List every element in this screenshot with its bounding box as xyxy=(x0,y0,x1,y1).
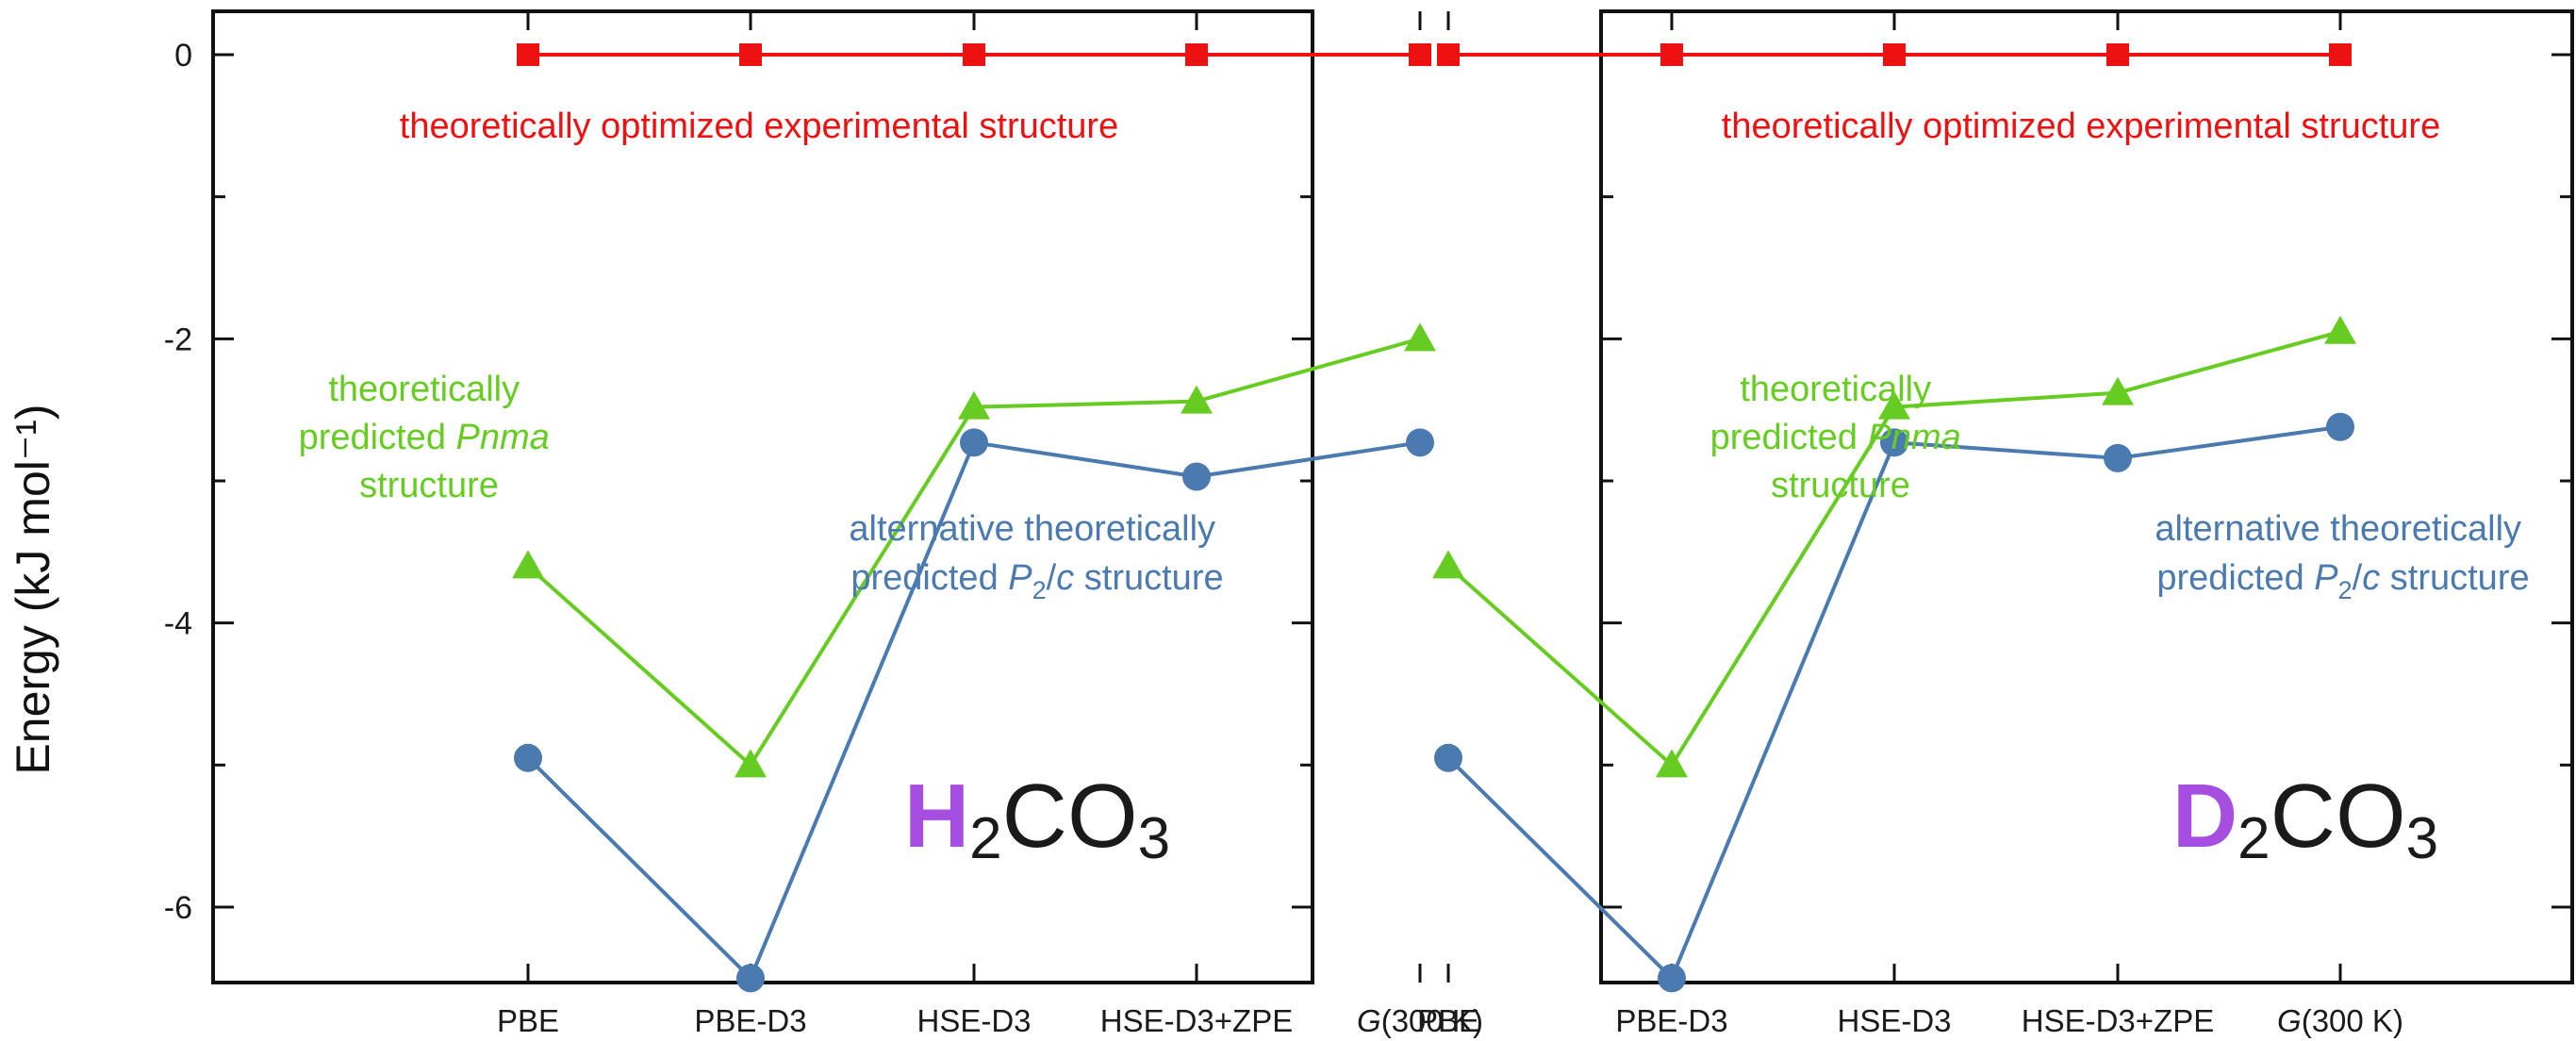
x-tick-label: HSE-D3+ZPE xyxy=(2022,1003,2214,1038)
data-point-square xyxy=(2106,43,2129,66)
data-point-circle xyxy=(960,428,988,457)
data-point-square xyxy=(1185,43,1208,66)
panel-d2co3: PBE PBE-D3 HSE-D3 HSE-D3+ZPE G(300 K) theore… xyxy=(1417,9,2574,1038)
data-point-triangle xyxy=(512,550,544,579)
x-tick-label: G(300 K) xyxy=(2277,1003,2403,1038)
plot-frame xyxy=(1599,9,2574,984)
data-point-triangle xyxy=(2102,376,2134,405)
data-point-circle xyxy=(736,964,765,993)
data-point-square xyxy=(1437,43,1460,66)
data-point-square xyxy=(963,43,985,66)
x-tick-label: HSE-D3 xyxy=(1837,1003,1951,1038)
data-point-circle xyxy=(2326,412,2354,441)
data-point-circle xyxy=(2104,443,2132,472)
data-point-square xyxy=(1660,43,1683,66)
compound-label: H2CO3 xyxy=(904,766,1170,871)
data-point-triangle xyxy=(2324,315,2356,344)
y-tick-label: -2 xyxy=(164,322,192,357)
annotation-experimental: theoretically optimized experimental str… xyxy=(1722,107,2440,146)
x-tick-label: PBE xyxy=(497,1003,559,1038)
data-point-square xyxy=(2329,43,2352,66)
annotation-experimental: theoretically optimized experimental str… xyxy=(400,107,1118,146)
x-tick-label: HSE-D3+ZPE xyxy=(1100,1003,1293,1038)
data-point-circle xyxy=(514,743,542,772)
data-point-circle xyxy=(1880,428,1908,457)
data-point-triangle xyxy=(1878,390,1910,420)
y-tick-label: -6 xyxy=(164,890,192,926)
data-point-circle xyxy=(1434,743,1462,772)
annotation-pnma: theoretically predicted Pnma structure xyxy=(299,370,560,505)
panel-h2co3: 0 -2 -4 -6 PBE PBE-D3 HSE-D3 HSE-D3+ZPE G(300 K)… xyxy=(164,9,1483,1038)
data-point-circle xyxy=(1406,428,1434,457)
data-point-square xyxy=(1409,43,1431,66)
data-point-circle xyxy=(1658,964,1686,993)
y-axis-label: Energy (kJ mol⁻¹) xyxy=(7,404,59,774)
annotation-pnma: theoretically predicted Pnma structure xyxy=(1710,370,1972,505)
x-tick-label: HSE-D3 xyxy=(916,1003,1031,1038)
x-tick-label: PBE xyxy=(1417,1003,1479,1038)
data-point-triangle xyxy=(958,390,990,420)
data-point-square xyxy=(739,43,762,66)
y-tick-label: -4 xyxy=(164,606,192,642)
annotation-p21c: alternative theoretically predicted P2/c… xyxy=(2155,509,2531,604)
data-point-square xyxy=(517,43,539,66)
data-point-triangle xyxy=(1656,749,1688,778)
annotation-p21c: alternative theoretically predicted P2/c… xyxy=(849,509,1225,604)
data-point-square xyxy=(1883,43,1906,66)
data-point-triangle xyxy=(1181,385,1213,414)
data-point-triangle xyxy=(735,749,767,778)
x-tick-label: G(300 K) xyxy=(1357,1003,1483,1038)
data-point-triangle xyxy=(1432,550,1464,579)
y-tick-label: 0 xyxy=(174,38,192,74)
compound-label: D2CO3 xyxy=(2172,766,2438,871)
x-tick-label: PBE-D3 xyxy=(694,1003,806,1038)
x-tick-label: PBE-D3 xyxy=(1615,1003,1727,1038)
data-point-circle xyxy=(1182,462,1211,491)
data-point-triangle xyxy=(1404,322,1436,352)
